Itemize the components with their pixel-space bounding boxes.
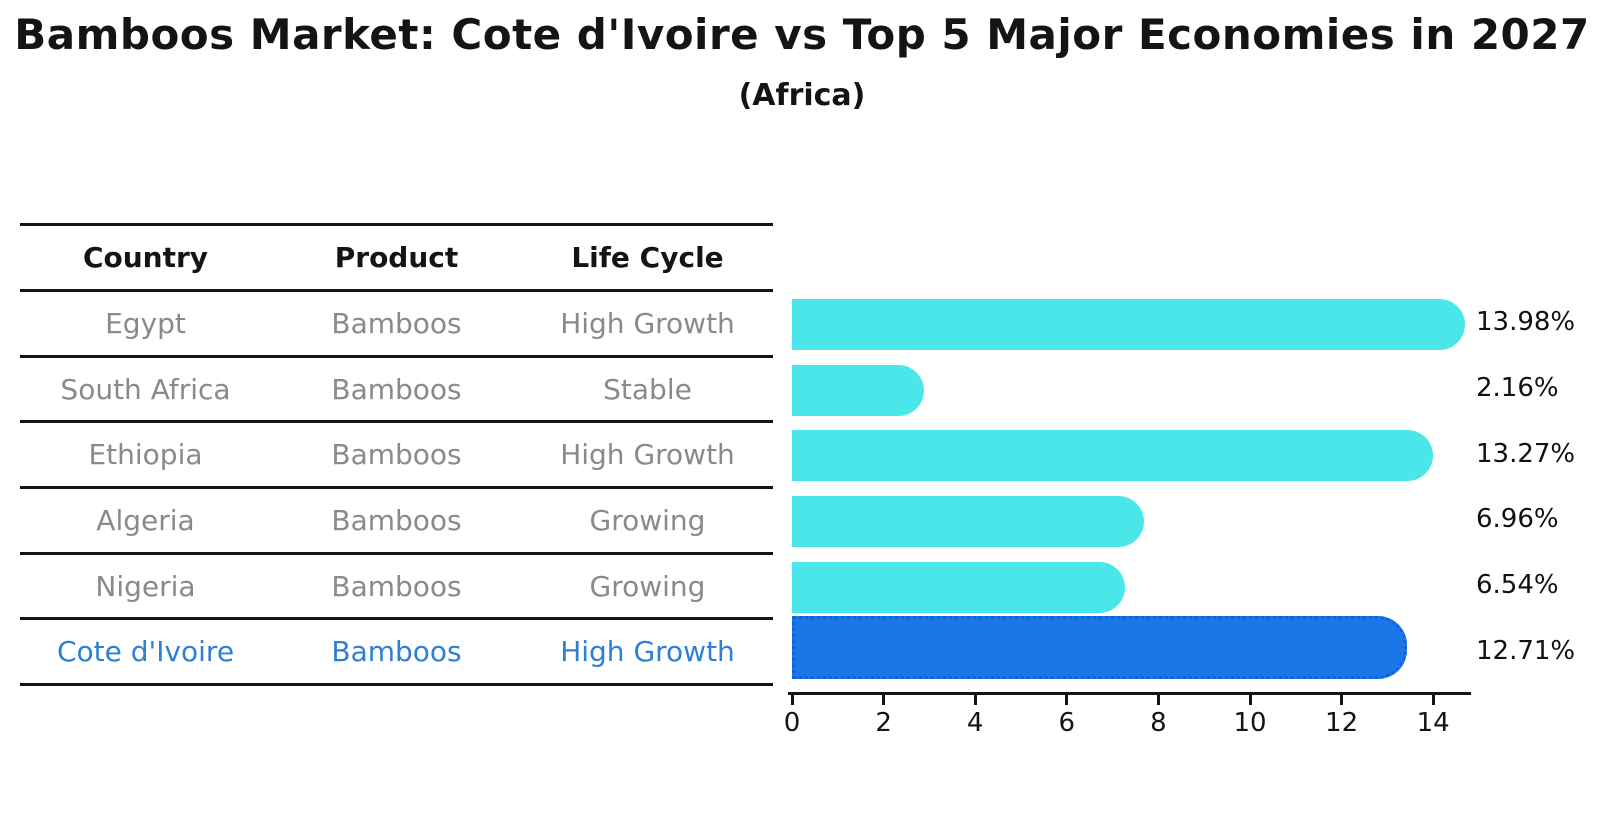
bar-south-africa xyxy=(792,364,924,416)
x-axis-tick-label: 12 xyxy=(1325,708,1359,738)
x-axis-tick xyxy=(1156,694,1160,705)
table-row-south-africa: South Africa Bamboos Stable xyxy=(20,358,773,424)
chart-subtitle: (Africa) xyxy=(738,78,866,113)
x-axis-tick xyxy=(1431,694,1435,705)
cell-life-cycle: Growing xyxy=(589,503,706,537)
cell-product: Bamboos xyxy=(331,306,462,340)
cell-life-cycle: Stable xyxy=(603,372,692,406)
x-axis-tick-label: 0 xyxy=(783,708,801,738)
x-axis-tick xyxy=(973,694,977,705)
bar-cote-divoire xyxy=(792,616,1408,679)
x-axis-tick-label: 10 xyxy=(1233,708,1267,738)
x-axis-tick-label: 8 xyxy=(1150,708,1167,738)
column-header-country: Country xyxy=(82,241,209,274)
bar-egypt xyxy=(792,299,1466,350)
table-header-row: Country Product Life Cycle xyxy=(20,226,773,292)
cell-country: Egypt xyxy=(105,306,186,340)
cell-country: Algeria xyxy=(96,503,195,537)
bar-algeria xyxy=(792,496,1144,547)
cell-country: Nigeria xyxy=(95,569,196,603)
bar-value-label: 13.27% xyxy=(1476,438,1576,469)
x-axis-tick-label: 14 xyxy=(1416,708,1450,738)
table-row-nigeria: Nigeria Bamboos Growing xyxy=(20,555,773,621)
table-row-ethiopia: Ethiopia Bamboos High Growth xyxy=(20,423,773,490)
bar-value-label: 6.54% xyxy=(1476,569,1559,600)
column-header-product: Product xyxy=(334,241,459,274)
cell-product: Bamboos xyxy=(331,438,462,472)
country-table: Country Product Life Cycle Egypt Bamboos… xyxy=(20,223,773,687)
bar-ethiopia xyxy=(792,430,1433,482)
cell-country: South Africa xyxy=(60,372,231,406)
cell-product: Bamboos xyxy=(331,635,462,669)
cell-country: Ethiopia xyxy=(88,438,203,472)
x-axis-tick-label: 2 xyxy=(875,708,892,738)
bar-value-label: 6.96% xyxy=(1476,504,1559,535)
column-header-life-cycle: Life Cycle xyxy=(571,241,724,274)
x-axis-tick xyxy=(1340,694,1344,705)
cell-life-cycle: High Growth xyxy=(560,306,735,340)
bar-value-label: 2.16% xyxy=(1476,372,1559,403)
cell-life-cycle: High Growth xyxy=(560,438,735,472)
x-axis-tick-label: 4 xyxy=(966,708,984,738)
x-axis-line xyxy=(788,692,1471,695)
bar-nigeria xyxy=(792,561,1125,613)
cell-life-cycle: High Growth xyxy=(560,635,735,669)
cell-country: Cote d'Ivoire xyxy=(56,635,235,669)
x-axis-tick xyxy=(1248,694,1252,705)
x-axis-tick xyxy=(882,694,886,705)
table-row-cote-divoire: Cote d'Ivoire Bamboos High Growth xyxy=(20,620,773,687)
table-row-algeria: Algeria Bamboos Growing xyxy=(20,489,773,555)
x-axis-tick xyxy=(790,694,794,705)
cell-life-cycle: Growing xyxy=(589,569,706,603)
bar-value-label: 13.98% xyxy=(1476,307,1576,338)
x-axis-tick xyxy=(1065,694,1069,705)
cell-product: Bamboos xyxy=(331,569,462,603)
table-row-egypt: Egypt Bamboos High Growth xyxy=(20,292,773,358)
x-axis-tick-label: 6 xyxy=(1058,708,1076,738)
chart-title: Bamboos Market: Cote d'Ivoire vs Top 5 M… xyxy=(14,10,1590,59)
bar-value-label: 12.71% xyxy=(1476,635,1576,666)
cell-product: Bamboos xyxy=(331,372,462,406)
cell-product: Bamboos xyxy=(331,503,462,537)
